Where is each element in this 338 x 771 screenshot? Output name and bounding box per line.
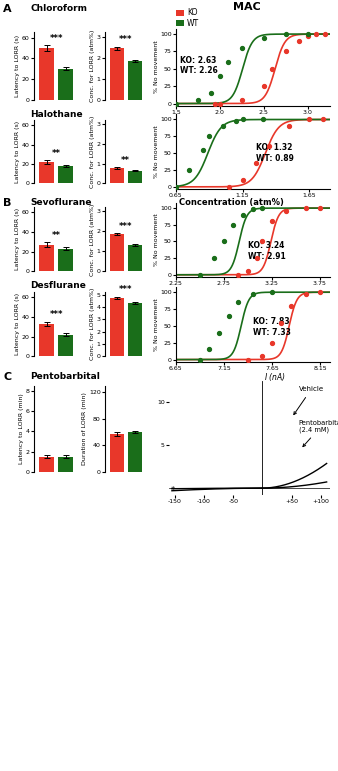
Text: **: ** [121,156,130,165]
Bar [128,61,142,100]
Text: KO: 3.24
WT: 2.91: KO: 3.24 WT: 2.91 [248,241,286,261]
Text: C: C [3,372,11,382]
Bar [58,166,73,183]
Bar [110,234,124,271]
Y-axis label: Latency to LORR (s): Latency to LORR (s) [15,121,20,183]
Text: MAC: MAC [233,2,261,12]
Y-axis label: Latency to LORR (s): Latency to LORR (s) [15,293,20,355]
Bar [128,245,142,271]
Y-axis label: Conc. for LORR (atm%): Conc. for LORR (atm%) [90,288,95,360]
Text: A: A [3,4,12,14]
Bar [110,49,124,100]
Legend: KO, WT: KO, WT [173,5,202,31]
Text: Halothane: Halothane [30,110,83,120]
Text: ***: *** [49,34,63,42]
Bar [110,298,124,356]
Bar [39,162,54,183]
Text: ***: *** [119,285,132,295]
Y-axis label: Latency to LORR (s): Latency to LORR (s) [15,208,20,271]
Text: B: B [3,198,12,208]
Bar [39,456,54,472]
Bar [110,434,124,472]
Bar [58,456,73,472]
Text: Vehicle: Vehicle [294,386,324,415]
Text: Concentration (atm%): Concentration (atm%) [179,198,284,207]
Y-axis label: Latency to LORR (s): Latency to LORR (s) [15,35,20,97]
Bar [128,303,142,356]
Bar [39,245,54,271]
Text: Pentobarbital
(2.4 mM): Pentobarbital (2.4 mM) [298,419,338,446]
Bar [128,170,142,183]
Text: KO: 7.83
WT: 7.33: KO: 7.83 WT: 7.33 [253,318,291,337]
Text: **: ** [52,231,61,240]
Y-axis label: % No movement: % No movement [153,214,159,266]
Text: Chloroform: Chloroform [30,4,88,13]
Bar [39,48,54,100]
Text: KO: 1.32
WT: 0.89: KO: 1.32 WT: 0.89 [256,143,294,163]
Text: *: * [171,487,175,495]
Text: KO: 2.63
WT: 2.26: KO: 2.63 WT: 2.26 [180,56,218,76]
Y-axis label: Conc. for LORR (atm%): Conc. for LORR (atm%) [90,116,95,188]
Text: ***: *** [119,35,132,44]
Text: **: ** [52,149,61,157]
Text: Sevoflurane: Sevoflurane [30,198,92,207]
Y-axis label: Duration of LORR (min): Duration of LORR (min) [82,392,88,465]
Text: ***: *** [49,310,63,319]
Bar [58,69,73,100]
Text: Desflurane: Desflurane [30,281,86,291]
Y-axis label: % No movement: % No movement [153,125,159,178]
Y-axis label: Conc. for LORR (atm%): Conc. for LORR (atm%) [90,30,95,103]
Bar [39,324,54,356]
Y-axis label: % No movement: % No movement [153,41,159,93]
Text: ***: *** [119,222,132,231]
Bar [110,168,124,183]
Text: $I$ (nA): $I$ (nA) [264,372,286,383]
Bar [58,335,73,356]
Text: Pentobarbital: Pentobarbital [30,372,100,382]
Y-axis label: Latency to LORR (min): Latency to LORR (min) [19,393,24,464]
Bar [58,249,73,271]
Y-axis label: Conc. for LORR (atm%): Conc. for LORR (atm%) [90,204,95,275]
Bar [128,432,142,472]
Y-axis label: % No movement: % No movement [153,298,159,351]
